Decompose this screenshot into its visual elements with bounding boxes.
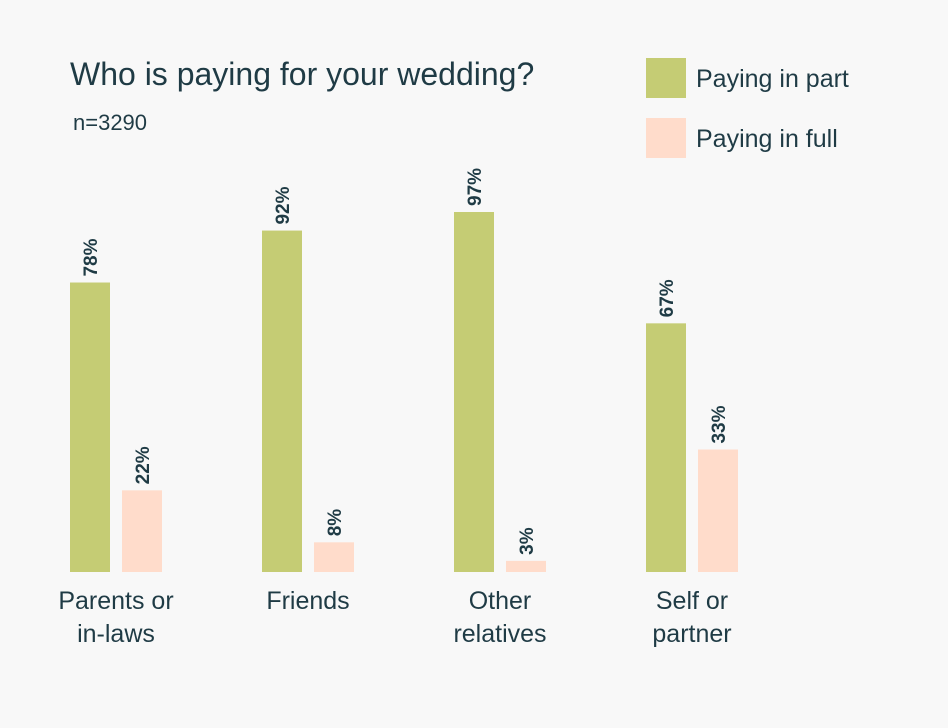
- legend: Paying in part Paying in full: [646, 58, 849, 158]
- legend-label-part: Paying in part: [696, 65, 849, 93]
- value-label-part-3: 67%: [657, 279, 678, 317]
- bar-full-2: [506, 560, 546, 572]
- bar-part-1: [262, 230, 302, 572]
- bar-part-2: [454, 212, 494, 572]
- category-label-2-line-0: Other: [469, 587, 532, 615]
- bar-full-1: [314, 542, 354, 572]
- category-label-1-line-0: Friends: [266, 587, 349, 615]
- bars: 78% 22% Parents or in-laws 92% 8% Friends 97% 3%…: [58, 168, 738, 648]
- category-label-3-line-0: Self or: [656, 587, 728, 615]
- category-label-3-line-1: partner: [652, 620, 731, 648]
- legend-label-full: Paying in full: [696, 125, 838, 153]
- value-label-full-2: 3%: [517, 527, 538, 555]
- value-label-full-0: 22%: [133, 446, 154, 484]
- category-label-0-line-1: in-laws: [77, 620, 155, 648]
- legend-swatch-full: [646, 118, 686, 158]
- value-label-part-0: 78%: [81, 238, 102, 276]
- bar-part-0: [70, 282, 110, 572]
- value-label-full-3: 33%: [709, 405, 730, 443]
- category-label-2-line-1: relatives: [453, 620, 546, 648]
- value-label-full-1: 8%: [325, 509, 346, 537]
- value-label-part-1: 92%: [273, 186, 294, 224]
- bar-full-0: [122, 490, 162, 572]
- bar-part-3: [646, 323, 686, 572]
- value-label-part-2: 97%: [465, 168, 486, 206]
- category-label-0-line-0: Parents or: [58, 587, 173, 615]
- chart-subtitle: n=3290: [73, 110, 147, 135]
- chart-title: Who is paying for your wedding?: [70, 56, 534, 92]
- bar-full-3: [698, 449, 738, 572]
- legend-swatch-part: [646, 58, 686, 98]
